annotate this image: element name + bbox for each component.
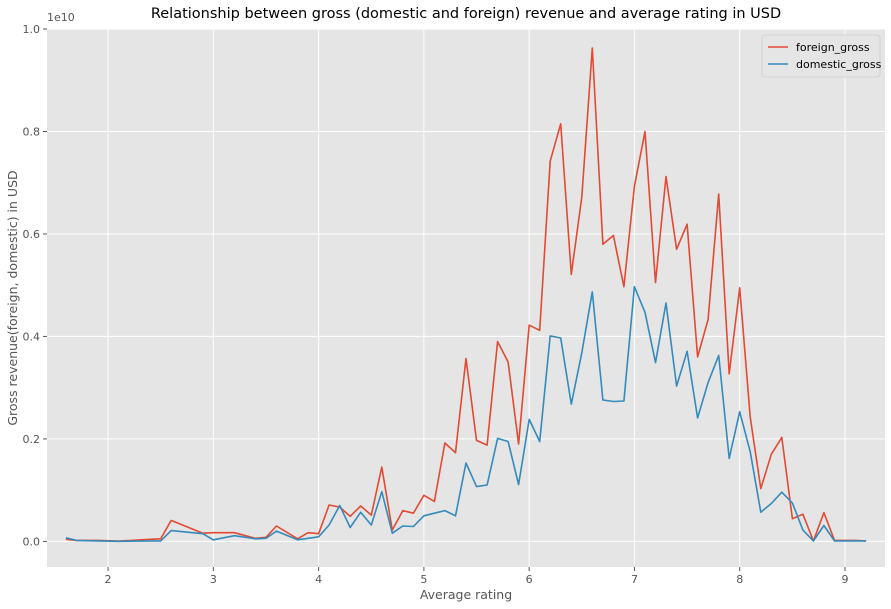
y-tick-label: 0.8 [23,125,41,138]
x-tick-label: 7 [631,573,638,586]
y-axis: 0.0 0.2 0.4 0.6 0.8 1.0 [23,23,47,548]
x-tick-label: 9 [841,573,848,586]
x-tick-label: 6 [526,573,533,586]
x-tick-label: 3 [210,573,217,586]
series-line-foreign-gross [65,47,867,542]
legend-label: domestic_gross [796,58,882,71]
series-lines [65,47,867,543]
y-tick-label: 0.0 [23,535,41,548]
x-tick-label: 2 [105,573,112,586]
y-axis-label: Gross revenue(foreign, domestic) in USD [5,170,20,425]
x-tick-label: 8 [736,573,743,586]
legend-label: foreign_gross [796,41,870,54]
plot-area [47,29,885,567]
chart-title: Relationship between gross (domestic and… [151,6,781,22]
y-tick-label: 0.4 [23,330,41,343]
y-tick-label: 1.0 [23,23,41,36]
grid [47,28,885,567]
series-line-domestic-gross [65,285,867,543]
y-tick-label: 0.6 [23,228,41,241]
x-tick-label: 5 [420,573,427,586]
legend: foreign_gross domestic_gross [761,34,882,78]
legend-box [761,34,881,78]
x-axis: 2 3 4 5 6 7 8 9 [105,567,848,586]
x-tick-label: 4 [315,573,322,586]
y-tick-label: 0.2 [23,433,41,446]
y-offset-text: 1e10 [47,11,75,24]
x-axis-label: Average rating [420,587,512,602]
